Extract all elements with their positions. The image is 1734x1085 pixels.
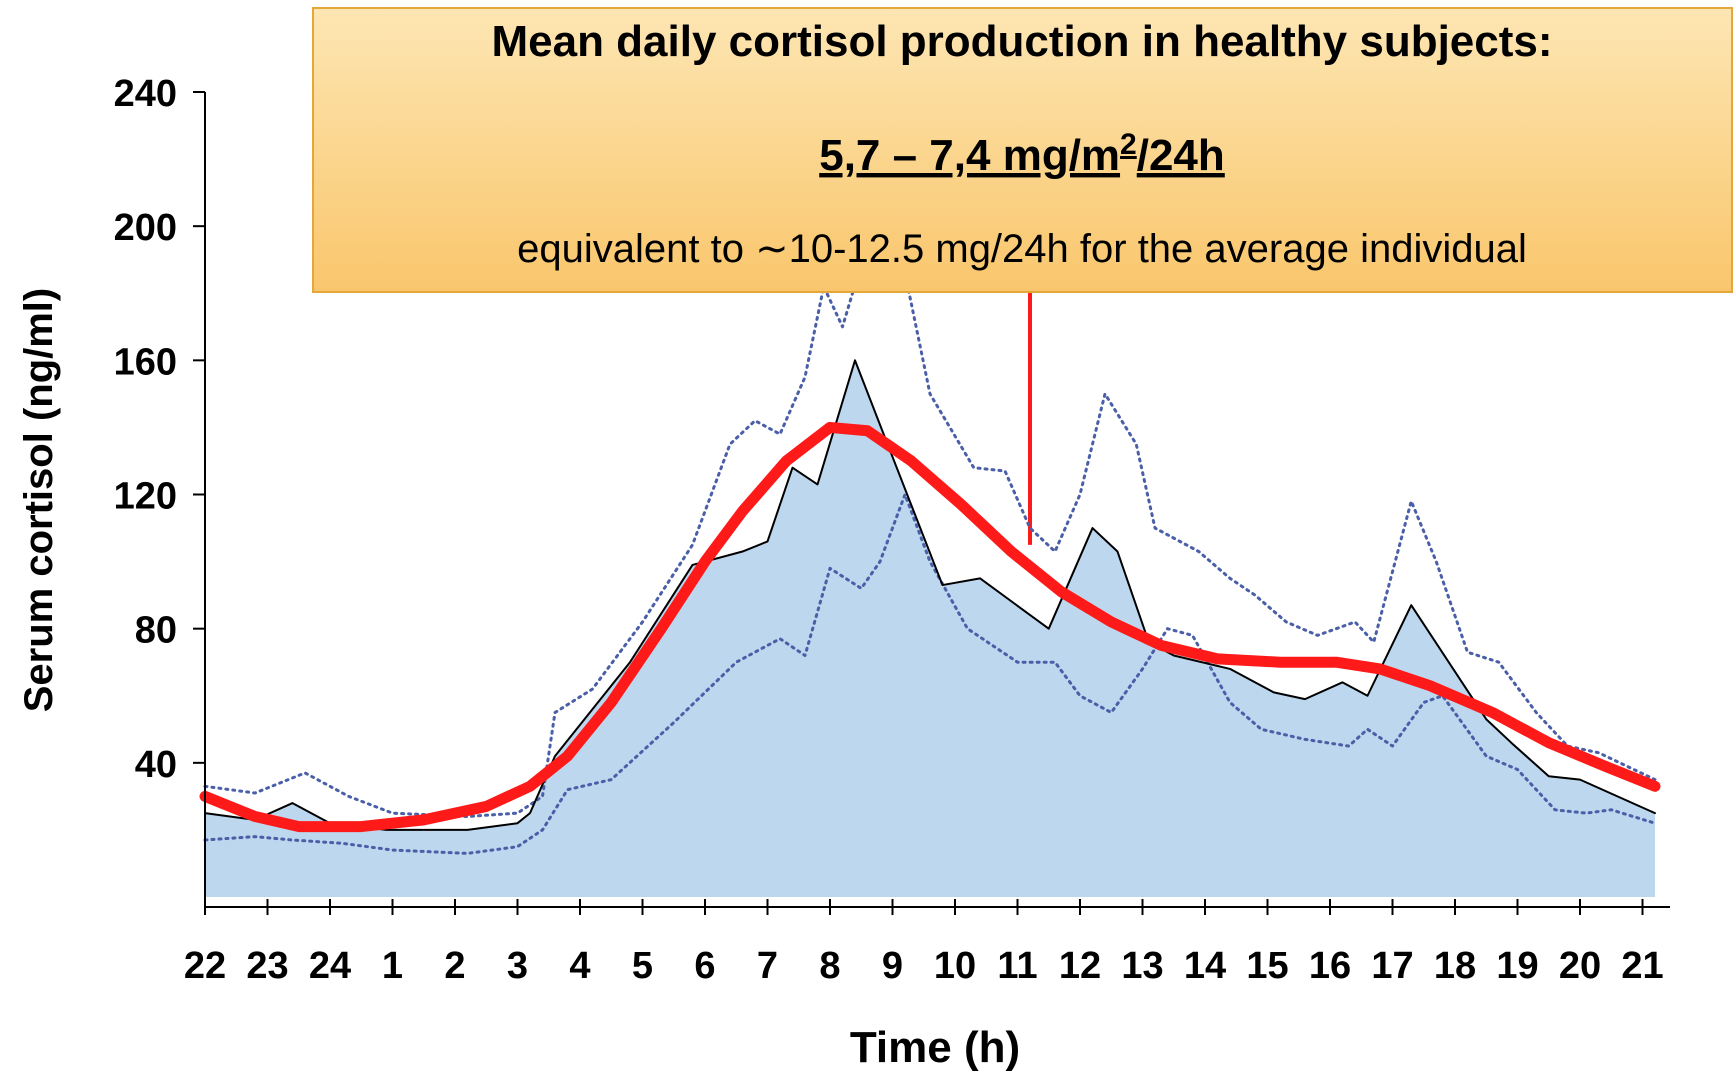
x-tick-label: 21: [1621, 945, 1663, 987]
annotation-value-part: /24h: [1137, 131, 1225, 180]
y-tick-label: 240: [114, 73, 177, 115]
x-axis-title: Time (h): [850, 1023, 1020, 1072]
series-line: [203, 493, 1657, 855]
x-tick-label: 8: [819, 945, 840, 987]
x-tick-label: 16: [1309, 945, 1351, 987]
y-tick-label: 200: [114, 207, 177, 249]
x-tick-label: 6: [694, 945, 715, 987]
x-tick-label: 24: [309, 945, 351, 987]
y-tick-label: 80: [135, 610, 177, 652]
x-tick-label: 9: [882, 945, 903, 987]
annotation-title: Mean daily cortisol production in health…: [491, 17, 1552, 66]
y-tick-label: 120: [114, 476, 177, 518]
x-tick-label: 23: [246, 945, 288, 987]
series-line: [203, 241, 1657, 818]
annotation-value: 5,7 – 7,4 mg/m2/24h: [819, 128, 1225, 180]
x-tick-label: 11: [997, 945, 1037, 987]
annotation-note: equivalent to ∼10-12.5 mg/24h for the av…: [517, 227, 1527, 271]
series-line: [199, 421, 1661, 833]
x-tick-label: 1: [382, 945, 403, 987]
x-tick-label: 17: [1371, 945, 1413, 987]
annotation-box: [312, 7, 1733, 293]
annotation-value-part: 5,7 – 7,4 mg/m: [819, 131, 1120, 180]
x-tick-label: 14: [1184, 945, 1226, 987]
x-tick-label: 15: [1246, 945, 1288, 987]
x-tick-label: 18: [1434, 945, 1476, 987]
series-line: [204, 359, 1656, 831]
x-tick-label: 4: [569, 945, 590, 987]
x-tick-label: 22: [184, 945, 226, 987]
y-axis-title: Serum cortisol (ng/ml): [17, 288, 61, 713]
x-tick-label: 7: [757, 945, 778, 987]
x-tick-label: 10: [934, 945, 976, 987]
annotation-superscript: 2: [1120, 128, 1137, 161]
x-tick-label: 5: [632, 945, 653, 987]
x-tick-label: 2: [444, 945, 465, 987]
y-tick-label: 40: [135, 744, 177, 786]
x-tick-label: 13: [1121, 945, 1163, 987]
x-tick-label: 19: [1496, 945, 1538, 987]
y-tick-label: 160: [114, 341, 177, 383]
x-tick-label: 20: [1559, 945, 1601, 987]
x-tick-label: 12: [1059, 945, 1101, 987]
x-tick-label: 3: [507, 945, 528, 987]
